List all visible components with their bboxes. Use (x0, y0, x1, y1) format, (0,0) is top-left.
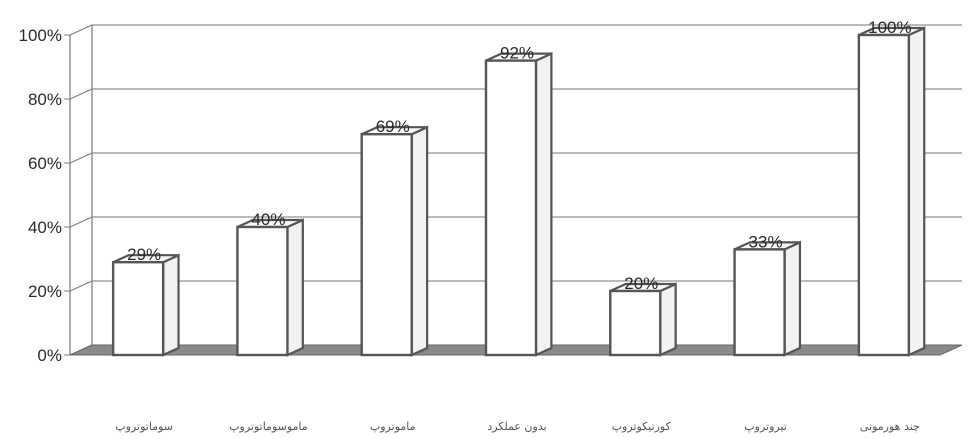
y-tick-label: 100% (19, 26, 62, 45)
bar-side (286, 218, 304, 357)
bar-front (484, 59, 538, 357)
x-axis-categories: سوماتوتروپ ماموسوماتوتروپ ماموتروپ بدون عمل… (115, 420, 920, 433)
bar-side (162, 253, 180, 357)
x-tick-label: کورتیکوتروپ (612, 420, 672, 433)
bar (236, 218, 304, 357)
gridline-diagonal (69, 216, 93, 228)
y-tick-label: 80% (28, 90, 62, 109)
x-tick-label: سوماتوتروپ (115, 420, 173, 433)
data-label: 69% (376, 117, 410, 136)
bar-front (733, 248, 786, 357)
x-tick-label: چند هورمونی (860, 420, 920, 433)
x-tick-label: بدون عملکرد (487, 420, 546, 433)
gridline-diagonal (69, 88, 93, 100)
bar (733, 240, 802, 357)
data-label: 100% (868, 18, 911, 37)
x-tick-label: ماموتروپ (370, 420, 416, 433)
y-axis-ticks: 0% 20% 40% 60% 80% 100% (19, 26, 70, 365)
y-tick-label: 0% (37, 346, 62, 365)
x-tick-label: ماموسوماتوتروپ (229, 420, 308, 433)
bar-front (609, 289, 662, 357)
bar-side (410, 125, 429, 357)
bar-side (907, 26, 926, 357)
bar-front (111, 261, 165, 357)
gridline-diagonal (69, 280, 93, 292)
y-tick-label: 60% (28, 154, 62, 173)
data-label: 92% (500, 44, 534, 63)
bars (111, 26, 926, 357)
bar-front (236, 225, 289, 357)
bar (484, 51, 553, 357)
data-label: 29% (127, 245, 161, 264)
bar (857, 26, 926, 357)
bar (360, 125, 429, 357)
bar-front (857, 33, 911, 357)
bar-side (659, 282, 677, 357)
y-tick-label: 40% (28, 218, 62, 237)
data-label: 33% (749, 232, 783, 251)
gridline-diagonal (69, 24, 93, 36)
bar (609, 282, 677, 357)
bar-front (360, 132, 413, 357)
data-labels: 29% 40% 69% 92% 20% 33% 100% (127, 18, 911, 293)
bar (111, 253, 180, 357)
y-tick-label: 20% (28, 282, 62, 301)
x-tick-label: تیروتروپ (744, 420, 787, 433)
data-label: 40% (251, 210, 285, 229)
gridline-diagonal (69, 152, 93, 164)
bar-side (783, 240, 802, 357)
data-label: 20% (624, 274, 658, 293)
bar-side (534, 51, 553, 357)
